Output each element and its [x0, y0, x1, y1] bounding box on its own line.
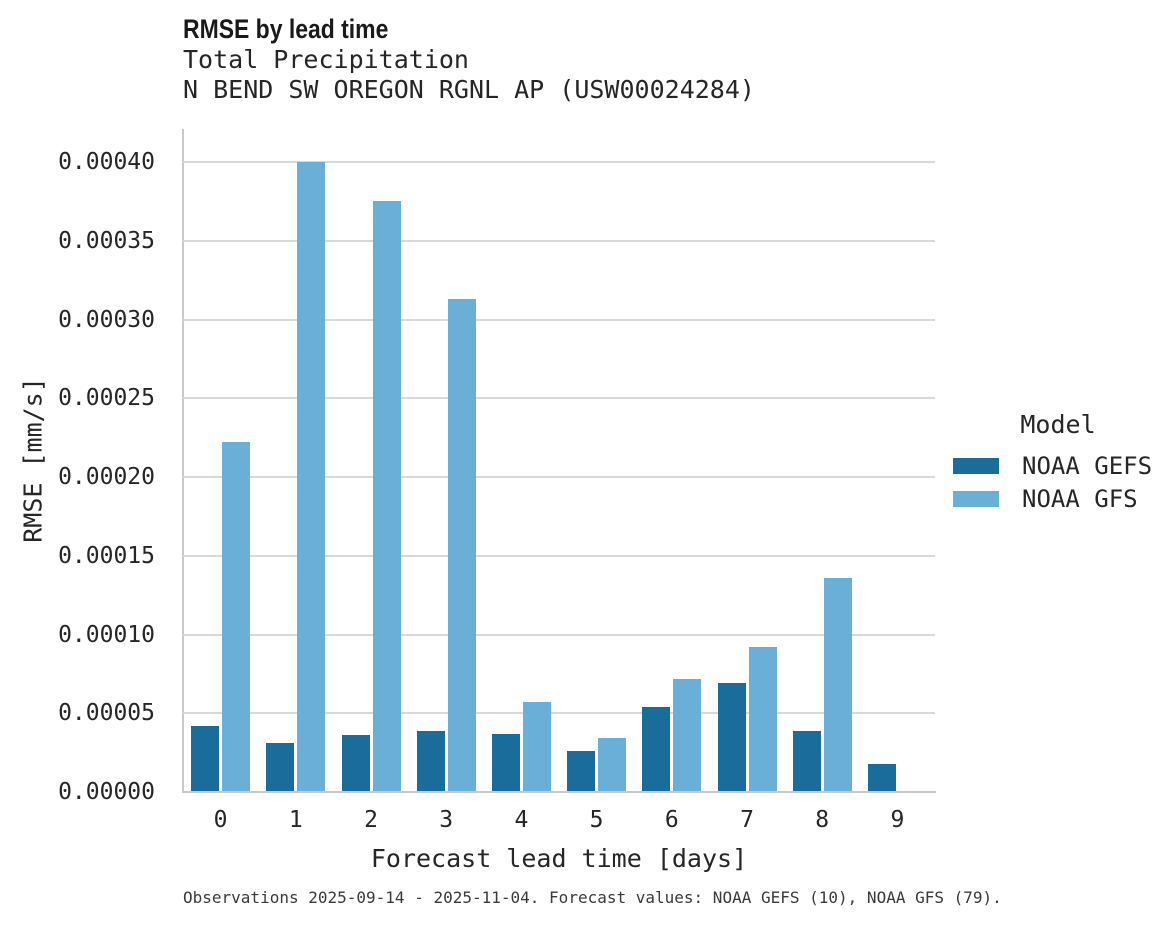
legend-swatch-noaa-gefs	[953, 457, 999, 474]
bar-noaa-gfs-lead-3	[447, 299, 476, 792]
bar-noaa-gefs-lead-7	[717, 683, 746, 792]
bar-noaa-gfs-lead-5	[598, 738, 627, 792]
gridline	[183, 712, 935, 715]
bar-noaa-gefs-lead-2	[341, 735, 370, 792]
gridline	[183, 397, 935, 400]
bar-noaa-gfs-lead-4	[522, 702, 551, 792]
legend-item: NOAA GEFS	[953, 449, 1163, 482]
x-tick-label: 2	[364, 807, 378, 833]
y-tick-label: 0.00025	[58, 385, 155, 412]
y-tick-label: 0.00005	[58, 700, 155, 727]
bar-noaa-gfs-lead-8	[823, 578, 852, 792]
legend: Model NOAA GEFS NOAA GFS	[953, 410, 1163, 515]
gridline	[183, 554, 935, 557]
title-block: RMSE by lead time Total Precipitation N …	[183, 14, 755, 105]
y-tick-label: 0.00035	[58, 227, 155, 254]
bar-noaa-gefs-lead-6	[642, 707, 671, 792]
bar-noaa-gfs-lead-6	[673, 679, 702, 792]
x-tick-label: 7	[740, 807, 754, 833]
caption: Observations 2025-09-14 - 2025-11-04. Fo…	[183, 888, 1002, 907]
gridline	[183, 633, 935, 636]
legend-title: Model	[1020, 410, 1096, 439]
y-tick-label: 0.00030	[58, 306, 155, 333]
chart-subtitle-line2: N BEND SW OREGON RGNL AP (USW00024284)	[183, 75, 755, 104]
bar-noaa-gefs-lead-0	[191, 726, 220, 792]
bar-noaa-gfs-lead-2	[372, 201, 401, 792]
y-tick-label: 0.00000	[58, 779, 155, 805]
legend-item-label: NOAA GFS	[1022, 484, 1138, 513]
bar-noaa-gfs-lead-7	[748, 647, 777, 792]
bar-noaa-gefs-lead-1	[266, 743, 295, 792]
chart-title: RMSE by lead time	[183, 14, 389, 44]
y-tick-label: 0.00040	[58, 149, 155, 176]
gridline	[183, 239, 935, 242]
x-axis-spine	[182, 791, 936, 793]
gridline	[183, 318, 935, 321]
x-tick-label: 6	[664, 807, 679, 833]
x-tick-label: 8	[815, 807, 830, 833]
x-tick-label: 3	[439, 807, 454, 833]
x-tick-label: 0	[213, 807, 228, 833]
plot-area	[182, 129, 936, 793]
bar-noaa-gefs-lead-3	[416, 731, 445, 792]
legend-item: NOAA GFS	[953, 482, 1163, 515]
y-tick-label: 0.00010	[58, 621, 155, 648]
gridline	[183, 476, 935, 479]
x-tick-label: 5	[589, 807, 604, 833]
x-tick-label: 1	[288, 807, 303, 833]
y-axis-spine	[182, 129, 184, 792]
x-tick-label: 9	[890, 807, 905, 833]
x-axis-title: Forecast lead time [days]	[370, 844, 748, 873]
bar-noaa-gefs-lead-9	[867, 764, 896, 792]
bar-noaa-gefs-lead-4	[491, 734, 520, 792]
bar-noaa-gefs-lead-8	[792, 731, 821, 792]
y-tick-label: 0.00015	[58, 542, 155, 569]
x-tick-label: 4	[514, 807, 529, 833]
bar-noaa-gfs-lead-1	[297, 162, 326, 792]
legend-item-label: NOAA GEFS	[1022, 451, 1153, 480]
chart-subtitle-line1: Total Precipitation	[183, 45, 469, 74]
bar-noaa-gfs-lead-0	[222, 442, 251, 792]
y-tick-label: 0.00020	[58, 464, 155, 491]
gridline	[183, 161, 935, 164]
bar-noaa-gefs-lead-5	[567, 751, 596, 792]
legend-swatch-noaa-gfs	[953, 490, 999, 507]
